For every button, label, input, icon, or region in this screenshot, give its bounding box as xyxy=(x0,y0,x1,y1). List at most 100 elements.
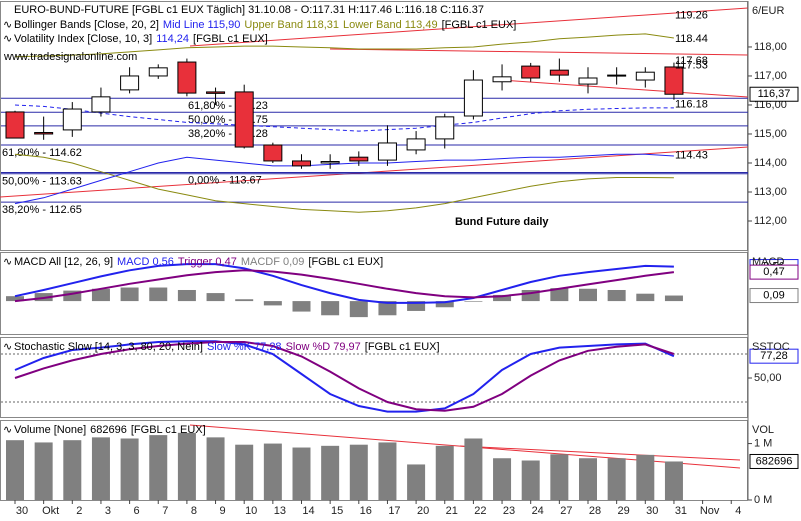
trend-line xyxy=(459,445,741,461)
macd-line xyxy=(14,269,675,303)
legend-icon: ∿ xyxy=(3,19,12,31)
candle-body xyxy=(377,142,397,161)
histogram-bar xyxy=(349,301,368,318)
indicator-line xyxy=(14,104,674,132)
legend-entry: Slow %K 77,28 xyxy=(207,341,282,353)
x-tick-label: 10 xyxy=(245,505,257,517)
histogram-bar xyxy=(63,290,82,302)
legend: MACD All [12, 26, 9] MACD 0,56 Trigger 0,4… xyxy=(14,256,383,268)
volume-bar xyxy=(206,437,225,500)
volume-bar xyxy=(177,432,196,500)
price-label: 116.18 xyxy=(675,99,708,111)
volume-bar xyxy=(292,447,311,500)
legend-entry: [FGBL c1 EUX] xyxy=(442,19,517,31)
volume-bar xyxy=(91,437,110,500)
legend-entry: Slow %D 79,97 xyxy=(286,341,361,353)
x-tick-label: Nov xyxy=(700,505,720,517)
legend-entry: Volatility Index [Close, 10, 3] xyxy=(14,33,152,45)
legend-entry: [FGBL c1 EUX] xyxy=(365,341,440,353)
histogram-bar xyxy=(321,301,340,316)
candle-body xyxy=(320,161,340,164)
volume-bar xyxy=(6,440,24,500)
volume-bar xyxy=(349,444,368,500)
x-tick-label: 7 xyxy=(162,505,168,517)
y-tick-label: 115,00 xyxy=(754,128,787,140)
legend-entry: 682696 xyxy=(90,424,127,436)
y-tick-label: 116,00 xyxy=(754,99,787,111)
legend-entry: MACD 0,56 xyxy=(117,256,174,268)
legend-entry: [FGBL c1 EUX] xyxy=(308,256,383,268)
volume-bar xyxy=(34,442,53,500)
retracement-label: 50,00% - 113.63 xyxy=(2,176,82,188)
axis-label: VOL xyxy=(752,424,774,436)
x-tick-label: 29 xyxy=(618,505,630,517)
stochastic-line xyxy=(14,341,675,412)
histogram-bar xyxy=(664,295,683,302)
histogram-bar xyxy=(636,293,655,302)
indicator-line xyxy=(14,153,674,205)
histogram-bar xyxy=(91,288,110,302)
volume-bar xyxy=(664,461,683,500)
candle-body xyxy=(578,77,598,85)
x-tick-label: 23 xyxy=(503,505,515,517)
volume-bar xyxy=(120,438,139,500)
candle-body xyxy=(635,71,655,81)
currency: 6/EUR xyxy=(752,5,784,17)
volume-bar xyxy=(263,443,282,500)
histogram-bar xyxy=(6,296,24,302)
price-label: 117.68 xyxy=(675,55,708,67)
legend-entry: Bollinger Bands [Close, 20, 2] xyxy=(14,19,159,31)
legend-entry: Stochastic Slow [14, 3, 3, 80, 20, Nein] xyxy=(14,341,203,353)
legend: Volatility Index [Close, 10, 3] 114,24 [FG… xyxy=(14,33,268,45)
legend-entry: Upper Band 118,31 xyxy=(244,19,339,31)
axis-label: SSTOC xyxy=(752,341,790,353)
stochastic-line xyxy=(14,340,675,413)
legend-icon: ∿ xyxy=(3,256,12,268)
x-tick-label: 20 xyxy=(417,505,429,517)
candle-body xyxy=(435,116,455,140)
retracement-label: 38,20% - 115.28 xyxy=(188,128,268,140)
candle-body xyxy=(292,160,311,167)
watermark: www.tradesignalonline.com xyxy=(3,51,137,63)
x-tick-label: 13 xyxy=(274,505,286,517)
last-value-box xyxy=(749,453,799,469)
candle-body xyxy=(263,144,283,162)
last-value-box xyxy=(749,288,799,304)
legend: Bollinger Bands [Close, 20, 2] Mid Line 1… xyxy=(14,19,516,31)
candle-body xyxy=(177,61,197,94)
price-label: 118.44 xyxy=(675,33,708,45)
histogram-bar xyxy=(206,293,225,302)
histogram-bar xyxy=(149,287,168,302)
candle-body xyxy=(34,132,54,135)
legend-icon: ∿ xyxy=(3,424,12,436)
candle-body xyxy=(664,66,684,95)
retracement-label: 0,00% - 113.67 xyxy=(188,174,262,186)
legend-entry: Trigger 0,47 xyxy=(178,256,237,268)
candle-body xyxy=(206,91,226,94)
y-tick-label: 50,00 xyxy=(754,372,782,384)
x-tick-label: 2 xyxy=(76,505,82,517)
legend-entry: Volume [None] xyxy=(14,424,86,436)
candle-body xyxy=(349,156,369,162)
price-label: 117.53 xyxy=(675,59,708,71)
indicator-line xyxy=(14,153,674,213)
last-value-box xyxy=(749,86,799,102)
y-tick-label: 118,00 xyxy=(754,41,787,53)
x-tick-label: 17 xyxy=(388,505,400,517)
last-value-label: 0,09 xyxy=(763,289,784,301)
candle-body xyxy=(549,69,569,76)
last-value-box xyxy=(749,348,799,364)
x-tick-label: 8 xyxy=(191,505,197,517)
x-tick-label: 4 xyxy=(735,505,741,517)
y-tick-label: 1 M xyxy=(754,437,772,449)
legend-entry: MACD All [12, 26, 9] xyxy=(14,256,113,268)
chart-title: EURO-BUND-FUTURE [FGBL c1 EUX Täglich] 3… xyxy=(14,4,484,16)
volume-bar xyxy=(321,445,340,500)
x-tick-label: 28 xyxy=(589,505,601,517)
x-tick-label: 15 xyxy=(331,505,343,517)
x-tick-label: 16 xyxy=(360,505,372,517)
histogram-bar xyxy=(550,288,569,302)
volume-bar xyxy=(464,438,483,500)
volume-bar xyxy=(521,460,540,500)
legend-entry: MACDF 0,09 xyxy=(241,256,305,268)
